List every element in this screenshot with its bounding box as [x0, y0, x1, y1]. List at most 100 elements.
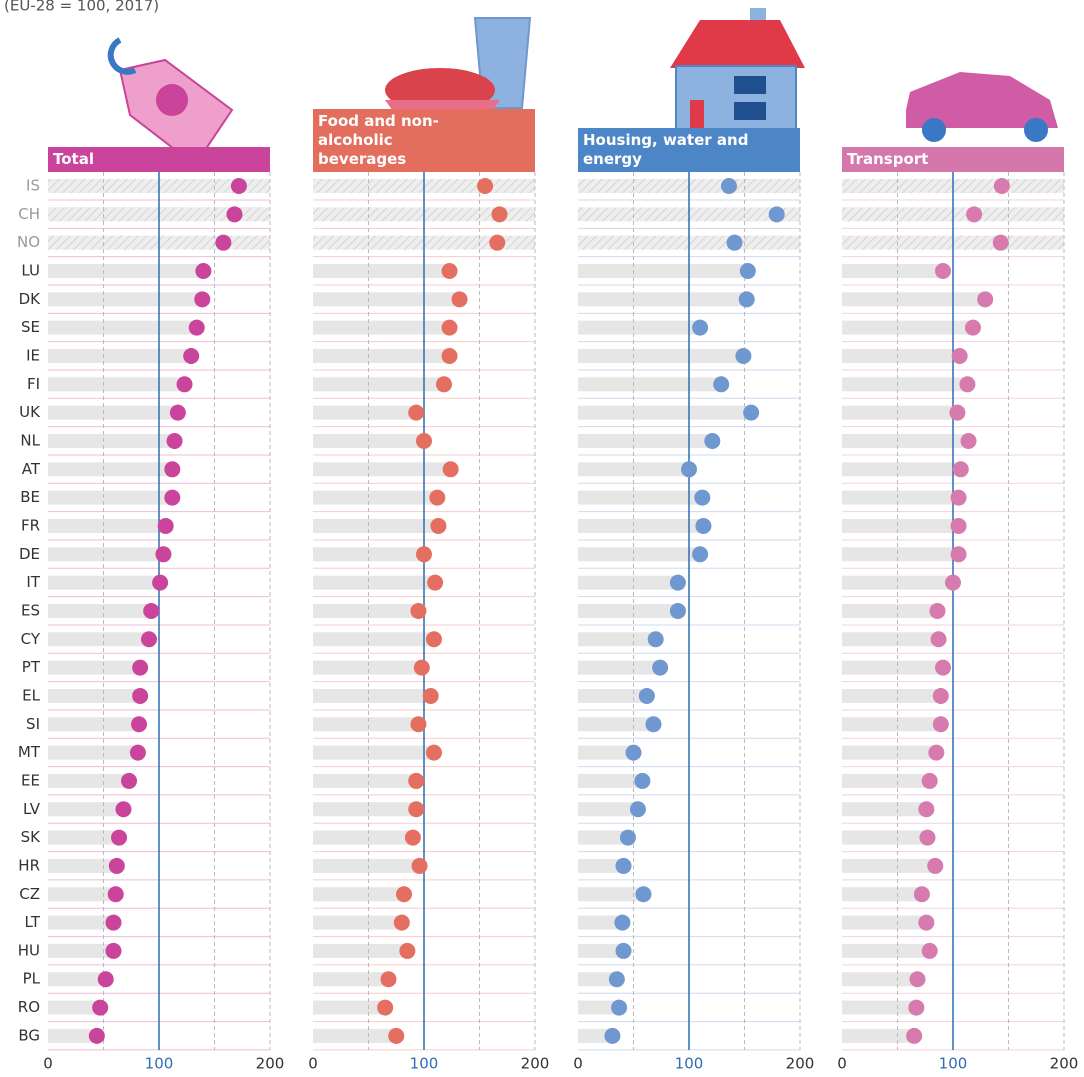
- row-bar: [313, 320, 450, 335]
- row-bar: [48, 773, 130, 788]
- row-bar: [842, 462, 961, 477]
- row-bar: [48, 972, 106, 987]
- category-label: PL: [23, 970, 41, 988]
- row-bar: [842, 717, 941, 732]
- dot: [629, 801, 646, 818]
- dot: [695, 517, 712, 534]
- row-bar: [313, 518, 439, 533]
- dot: [959, 376, 976, 393]
- row-bar: [48, 320, 197, 335]
- dot: [88, 1027, 105, 1044]
- row-bar: [48, 377, 185, 392]
- category-label: UK: [19, 403, 41, 421]
- row-bar: [842, 972, 918, 987]
- dot: [230, 178, 247, 194]
- dot: [176, 376, 193, 393]
- row-bar: [313, 802, 417, 817]
- row-bar: [578, 575, 678, 590]
- row-bar: [578, 943, 624, 958]
- dot: [918, 801, 935, 818]
- dot: [413, 659, 430, 676]
- category-label: HR: [18, 856, 40, 874]
- dot: [645, 716, 662, 733]
- row-bar: [48, 745, 138, 760]
- dot: [964, 319, 981, 336]
- dot: [108, 857, 125, 874]
- category-label: CH: [18, 205, 40, 223]
- dot: [949, 404, 966, 421]
- dot: [669, 574, 686, 591]
- dot: [681, 461, 697, 478]
- category-label: CZ: [19, 885, 40, 903]
- row-bar: [313, 660, 422, 675]
- category-label: LU: [21, 261, 40, 279]
- row-bar: [313, 603, 419, 618]
- row-bar: [842, 915, 927, 930]
- dot: [121, 772, 138, 789]
- dot: [921, 772, 938, 789]
- row-bar: [48, 1000, 101, 1015]
- dot: [377, 999, 394, 1016]
- row-bar: [578, 745, 634, 760]
- dot: [694, 489, 711, 506]
- row-bar: [842, 773, 930, 788]
- category-label: EL: [22, 686, 40, 704]
- x-tick-label: 200: [521, 1055, 550, 1073]
- dot: [930, 631, 947, 648]
- dot: [614, 914, 631, 931]
- x-tick-label: 200: [786, 1055, 815, 1073]
- dot: [164, 461, 181, 478]
- row-bar: [578, 547, 701, 562]
- dot: [92, 999, 109, 1016]
- row-bar: [578, 405, 752, 420]
- row-bar: [48, 348, 192, 363]
- dot: [726, 234, 743, 251]
- panel-header: Food and non-alcoholic beverages: [313, 109, 535, 172]
- dot: [226, 206, 243, 223]
- dot: [950, 489, 967, 506]
- dot: [921, 942, 938, 959]
- row-bar: [578, 915, 623, 930]
- dot: [416, 546, 432, 563]
- row-bar: [48, 943, 114, 958]
- row-bar: [578, 348, 744, 363]
- category-label: NO: [17, 233, 40, 251]
- dot: [422, 687, 439, 704]
- x-tick-label: 0: [837, 1055, 847, 1073]
- row-bar: [48, 263, 204, 278]
- category-label: RO: [18, 998, 40, 1016]
- dot: [107, 886, 124, 903]
- dot: [768, 206, 785, 223]
- row-bar: [48, 660, 141, 675]
- dot: [164, 489, 181, 506]
- dot: [950, 546, 967, 563]
- row-bar: [842, 802, 927, 817]
- category-label: FI: [27, 375, 40, 393]
- row-bar: [842, 603, 938, 618]
- row-bar: [313, 858, 420, 873]
- dot: [615, 857, 632, 874]
- row-bar: [48, 717, 140, 732]
- category-label: BE: [20, 488, 40, 506]
- row-bar: [842, 858, 936, 873]
- row-bar: [578, 660, 661, 675]
- row-bar: [578, 972, 617, 987]
- dot: [408, 404, 425, 421]
- dot: [441, 347, 458, 364]
- dot: [411, 857, 428, 874]
- row-bar: [48, 858, 117, 873]
- row-bar: [313, 547, 424, 562]
- dot: [966, 206, 983, 223]
- category-label: AT: [22, 460, 41, 478]
- row-bar: [313, 462, 451, 477]
- category-label: IE: [26, 346, 40, 364]
- dot: [625, 744, 642, 761]
- row-bar: [578, 632, 656, 647]
- dot: [615, 942, 632, 959]
- dot: [735, 347, 752, 364]
- dot: [105, 942, 122, 959]
- category-label: SI: [26, 715, 40, 733]
- row-bar: [578, 292, 747, 307]
- dot: [929, 602, 946, 619]
